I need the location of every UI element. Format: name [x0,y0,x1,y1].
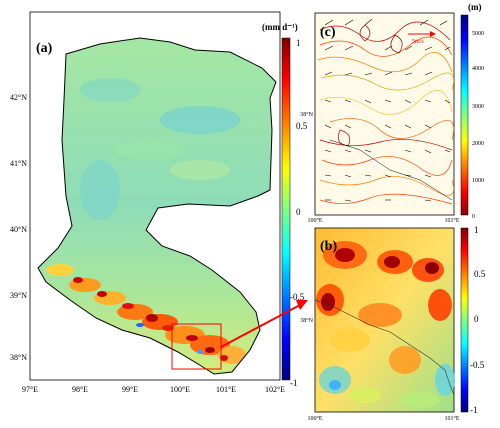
colorbar-a-unit: (mm d⁻¹) [262,22,298,32]
panel-c-xtick-101: 101°E [444,217,459,224]
positive-anomaly-band [46,264,246,364]
panel-a: (a) 97°E 98°E 99°E 100°E 101°E 102°E 42°… [10,11,285,394]
colorbar-a: (mm d⁻¹) 1 0.5 0 -0.5 -1 [262,22,308,388]
cb-b-tick-1: 1 [474,225,479,235]
cb-c-tick-3000: 3000 [472,104,484,110]
ytick-38: 38°N [10,353,27,362]
panel-b-xtick-101: 101°E [444,415,459,422]
ytick-41: 41°N [10,159,27,168]
wind-vectors [324,18,451,202]
cb-a-tick--1: -1 [290,378,298,388]
cb-b-tick-0.5: 0.5 [474,269,486,279]
ytick-42: 42°N [10,93,27,102]
panel-b-field [316,241,455,408]
vector-key: 5m/s [408,31,436,45]
cb-a-tick-0.5: 0.5 [296,121,308,131]
panel-b: (b) 100°E 101°E 38°N [300,227,460,422]
xtick-102: 102°E [265,385,285,394]
cb-c-tick-0: 0 [472,214,475,220]
xtick-101: 101°E [216,385,236,394]
panel-b-ytick-38: 38°N [300,317,313,324]
basin-outline [37,37,277,375]
xtick-100: 100°E [170,385,190,394]
cb-a-tick-0: 0 [296,207,301,217]
panel-a-xticks: 97°E 98°E 99°E 100°E 101°E 102°E [22,385,285,394]
vector-key-label: 5m/s [412,39,424,45]
colorbar-c-unit: (m) [468,2,482,12]
colorbar-c: (m) 5000 4000 3000 2000 1000 0 [460,2,484,220]
panel-c-letter: (c) [320,25,336,40]
panel-b-letter: (b) [320,239,337,254]
panel-a-letter: (a) [36,41,53,56]
xtick-99: 99°E [122,385,138,394]
vector-key-arrowhead [430,31,436,37]
xtick-97: 97°E [22,385,38,394]
zoom-arrow [220,300,308,348]
cb-c-tick-1000: 1000 [472,178,484,184]
terrain-contours [317,21,454,205]
cb-c-tick-2000: 2000 [472,141,484,147]
cb-b-tick--0.5: -0.5 [470,360,485,370]
ytick-40: 40°N [10,225,27,234]
xtick-98: 98°E [72,385,88,394]
panel-c-xtick-100: 100°E [307,217,322,224]
panel-c: 5m/s (c) 100°E 101°E 38°N [300,12,460,224]
cb-c-tick-5000: 5000 [472,31,484,37]
cb-a-tick--0.5: -0.5 [290,292,305,302]
cb-b-tick--1: -1 [470,405,478,415]
ytick-39: 39°N [10,291,27,300]
panel-c-ytick-38: 38°N [300,111,313,118]
colorbar-b: 1 0.5 0 -0.5 -1 [460,225,486,415]
panel-a-yticks: 42°N 41°N 40°N 39°N 38°N [10,93,27,362]
cb-b-tick-0: 0 [474,314,479,324]
panel-b-boundary [314,299,455,396]
cb-c-tick-4000: 4000 [472,66,484,72]
cb-a-tick-1: 1 [296,38,301,48]
panel-b-xtick-100: 100°E [307,415,322,422]
